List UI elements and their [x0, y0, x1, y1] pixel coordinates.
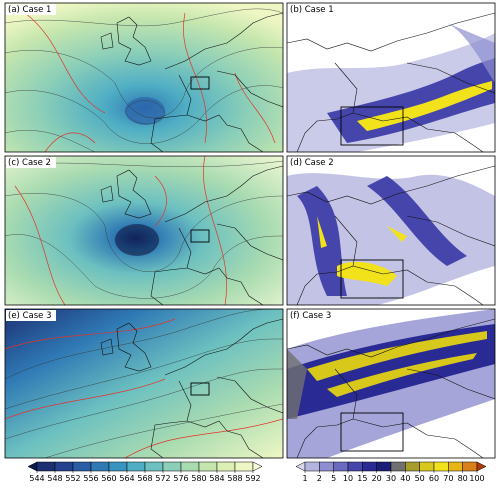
- panel-label: (d) Case 2: [290, 158, 334, 168]
- low-center: [115, 224, 159, 256]
- colorbar-segment: [54, 461, 74, 472]
- colorbar-tick-label: 15: [357, 474, 367, 483]
- height-field: [5, 309, 283, 458]
- label-bg: [6, 4, 56, 15]
- colorbar-tick-label: 552: [65, 474, 80, 483]
- colorbar-segment: [419, 461, 435, 472]
- map-panel: (b) Case 1: [286, 2, 496, 153]
- map-panel: (d) Case 2: [286, 155, 496, 306]
- colorbar-segment: [304, 461, 320, 472]
- colorbar-segment: [234, 461, 254, 472]
- colorbar-segment: [462, 461, 478, 472]
- colorbar-tick-label: 50: [415, 474, 425, 483]
- colorbar-tick-label: 584: [209, 474, 224, 483]
- colorbar-tick-label: 580: [191, 474, 206, 483]
- map-panel: (a) Case 1: [4, 2, 284, 153]
- colorbar-tick-label: 70: [443, 474, 453, 483]
- low-center: [125, 97, 165, 125]
- colorbar-tick-label: 5: [331, 474, 336, 483]
- colorbars: 544 548 552 556 560 564 568 572 576 580 584 588 592 1…: [27, 461, 487, 483]
- colorbar-tick-label: 2: [317, 474, 322, 483]
- colorbar-segment: [198, 461, 218, 472]
- colorbar-tick-label: 548: [47, 474, 62, 483]
- map-panel: (f) Case 3: [286, 308, 496, 459]
- colorbar-tick-label: 1: [302, 474, 307, 483]
- panel-label: (e) Case 3: [8, 311, 51, 321]
- focus-box: [190, 382, 210, 396]
- colorbar-segment: [376, 461, 392, 472]
- precip-core: [317, 216, 407, 286]
- panel-label: (f) Case 3: [290, 311, 331, 321]
- colorbar-segment: [72, 461, 92, 472]
- colorbar-segment: [90, 461, 110, 472]
- focus-box: [190, 76, 210, 90]
- focus-box: [340, 259, 404, 299]
- colorbar-segment: [347, 461, 363, 472]
- focus-box: [340, 106, 404, 146]
- colorbar-extend: [252, 461, 263, 472]
- colorbar-extend: [476, 461, 487, 472]
- focus-box: [190, 229, 210, 243]
- colorbar-segment: [448, 461, 463, 472]
- colorbar-tick-label: 40: [400, 474, 410, 483]
- colorbar-segment: [126, 461, 146, 472]
- precip-core: [357, 81, 492, 131]
- colorbar-tick-label: 556: [83, 474, 98, 483]
- colorbar-segment: [362, 461, 377, 472]
- panels: (a) Case 1 (b) Case 1 (c) Case 2: [4, 2, 496, 459]
- focus-box: [340, 412, 404, 452]
- colorbar-tick-label: 588: [227, 474, 242, 483]
- map-panel: (c) Case 2: [4, 155, 284, 306]
- colorbar-segment: [433, 461, 449, 472]
- colorbar-tick-label: 568: [137, 474, 152, 483]
- colorbar-tick-label: 80: [458, 474, 468, 483]
- map-panel: (e) Case 3: [4, 308, 284, 459]
- colorbar-segment: [162, 461, 182, 472]
- colorbar-tick-label: 564: [119, 474, 134, 483]
- colorbar-tick-label: 572: [155, 474, 170, 483]
- colorbar-tick-label: 10: [343, 474, 353, 483]
- colorbar-extend: [27, 461, 38, 472]
- colorbar-tick-label: 20: [372, 474, 382, 483]
- colorbar-segment: [108, 461, 128, 472]
- colorbar-tick-label: 560: [101, 474, 116, 483]
- panel-label: (a) Case 1: [8, 5, 51, 15]
- colorbar-segment: [180, 461, 200, 472]
- colorbar-segment: [333, 461, 349, 472]
- precip-core: [307, 331, 487, 397]
- colorbar-segment: [390, 461, 406, 472]
- colorbar-extend: [295, 461, 306, 472]
- colorbar-tick-label: 592: [245, 474, 260, 483]
- colorbar-tick-label: 60: [429, 474, 439, 483]
- colorbar-segment: [405, 461, 420, 472]
- panel-label: (b) Case 1: [290, 5, 334, 15]
- colorbar-segment: [216, 461, 236, 472]
- colorbar-segment: [36, 461, 56, 472]
- colorbar-tick-label: 100: [469, 474, 484, 483]
- panel-label: (c) Case 2: [8, 158, 51, 168]
- colorbar-tick-label: 544: [29, 474, 44, 483]
- colorbar-segment: [144, 461, 164, 472]
- colorbar-segment: [319, 461, 334, 472]
- colorbar-tick-label: 30: [386, 474, 396, 483]
- colorbar-tick-label: 576: [173, 474, 188, 483]
